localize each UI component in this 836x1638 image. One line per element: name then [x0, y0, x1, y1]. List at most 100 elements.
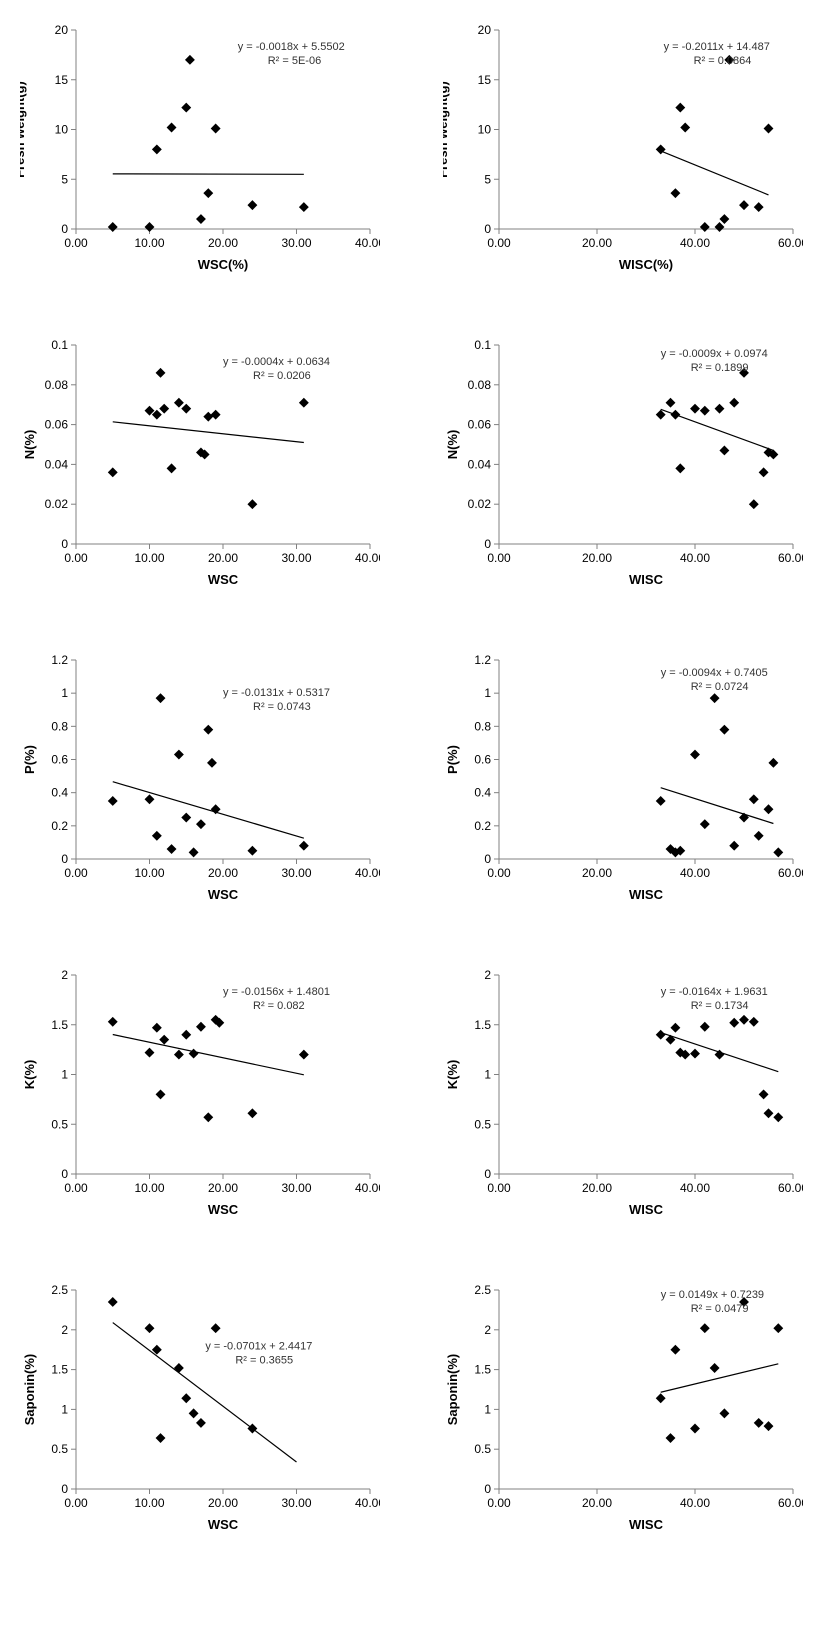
- y-tick-label: 0: [61, 537, 68, 551]
- data-marker: [764, 1109, 772, 1117]
- y-tick-label: 0.08: [468, 378, 492, 392]
- data-marker: [204, 1113, 212, 1121]
- scatter-chart: 0.0010.0020.0030.0040.0000.20.40.60.811.…: [20, 650, 380, 905]
- data-marker: [211, 805, 219, 813]
- x-tick-label: 10.00: [134, 1181, 164, 1195]
- y-tick-label: 2.5: [51, 1283, 68, 1297]
- data-marker: [676, 464, 684, 472]
- y-axis-label: P(%): [22, 745, 37, 774]
- y-axis-label: Saponin(%): [445, 1354, 460, 1426]
- scatter-chart: 0.0010.0020.0030.0040.0005101520WSC(%)Fr…: [20, 20, 380, 275]
- data-marker: [145, 223, 153, 231]
- data-marker: [656, 1394, 664, 1402]
- x-tick-label: 0.00: [64, 866, 88, 880]
- x-axis-label: WSC(%): [198, 257, 249, 272]
- data-marker: [715, 223, 723, 231]
- x-axis-label: WISC: [629, 1202, 664, 1217]
- x-tick-label: 0.00: [487, 236, 511, 250]
- x-tick-label: 40.00: [355, 551, 380, 565]
- y-tick-label: 1.5: [51, 1018, 68, 1032]
- y-tick-label: 0.6: [51, 753, 68, 767]
- x-tick-label: 30.00: [281, 1496, 311, 1510]
- data-marker: [182, 1394, 190, 1402]
- data-marker: [720, 725, 728, 733]
- y-tick-label: 1.5: [474, 1363, 491, 1377]
- x-tick-label: 40.00: [680, 866, 710, 880]
- y-tick-label: 0.02: [468, 497, 492, 511]
- chart-cell: 0.0010.0020.0030.0040.0000.20.40.60.811.…: [20, 650, 380, 905]
- data-marker: [759, 468, 767, 476]
- x-tick-label: 0.00: [64, 551, 88, 565]
- data-marker: [671, 189, 679, 197]
- y-axis-label: Fresh weight(g): [443, 81, 450, 178]
- data-marker: [300, 203, 308, 211]
- r2-text: R² = 0.1899: [691, 362, 749, 374]
- y-tick-label: 0.8: [474, 719, 491, 733]
- x-axis-label: WSC: [208, 572, 239, 587]
- r2-text: R² = 0.0206: [253, 370, 311, 382]
- x-axis-label: WSC: [208, 887, 239, 902]
- data-marker: [681, 123, 689, 131]
- y-tick-label: 1: [484, 1402, 491, 1416]
- scatter-chart: 0.0020.0040.0060.0000.511.52WISCK(%)y = …: [443, 965, 803, 1220]
- equation-text: y = -0.0004x + 0.0634: [223, 356, 330, 368]
- data-marker: [153, 1345, 161, 1353]
- data-marker: [153, 410, 161, 418]
- data-marker: [109, 223, 117, 231]
- x-tick-label: 30.00: [281, 236, 311, 250]
- data-marker: [774, 1113, 782, 1121]
- x-tick-label: 30.00: [281, 551, 311, 565]
- x-tick-label: 0.00: [487, 551, 511, 565]
- data-marker: [197, 215, 205, 223]
- r2-text: R² = 5E-06: [268, 55, 322, 67]
- data-marker: [189, 1409, 197, 1417]
- data-marker: [197, 1022, 205, 1030]
- data-marker: [701, 820, 709, 828]
- r2-text: R² = 0.3655: [235, 1355, 293, 1367]
- chart-cell: 0.0020.0040.0060.0000.020.040.060.080.1W…: [443, 335, 803, 590]
- chart-cell: 0.0020.0040.0060.0000.511.52WISCK(%)y = …: [443, 965, 803, 1220]
- y-tick-label: 10: [55, 123, 69, 137]
- y-tick-label: 2: [484, 968, 491, 982]
- data-marker: [750, 500, 758, 508]
- data-marker: [754, 832, 762, 840]
- data-marker: [300, 398, 308, 406]
- data-marker: [145, 406, 153, 414]
- data-marker: [769, 759, 777, 767]
- x-tick-label: 10.00: [134, 1496, 164, 1510]
- data-marker: [204, 189, 212, 197]
- chart-cell: 0.0010.0020.0030.0040.0005101520WSC(%)Fr…: [20, 20, 380, 275]
- data-marker: [666, 1434, 674, 1442]
- y-axis-label: Fresh weight(g): [20, 81, 27, 178]
- x-tick-label: 0.00: [487, 1496, 511, 1510]
- y-tick-label: 1.2: [51, 653, 68, 667]
- chart-cell: 0.0010.0020.0030.0040.0000.511.52WSCK(%)…: [20, 965, 380, 1220]
- data-marker: [750, 1018, 758, 1026]
- data-marker: [715, 404, 723, 412]
- equation-text: y = -0.0018x + 5.5502: [238, 41, 345, 53]
- y-tick-label: 5: [61, 172, 68, 186]
- chart-cell: 0.0010.0020.0030.0040.0000.020.040.060.0…: [20, 335, 380, 590]
- data-marker: [167, 464, 175, 472]
- y-tick-label: 0.4: [51, 786, 68, 800]
- data-marker: [248, 846, 256, 854]
- data-marker: [208, 759, 216, 767]
- x-tick-label: 60.00: [778, 1181, 803, 1195]
- data-marker: [182, 813, 190, 821]
- x-tick-label: 60.00: [778, 236, 803, 250]
- x-axis-label: WISC(%): [619, 257, 673, 272]
- data-marker: [730, 841, 738, 849]
- r2-text: R² = 0.0479: [691, 1303, 749, 1315]
- y-tick-label: 2: [61, 968, 68, 982]
- x-tick-label: 0.00: [64, 236, 88, 250]
- equation-text: y = -0.0701x + 2.4417: [205, 1341, 312, 1353]
- data-marker: [167, 123, 175, 131]
- data-marker: [167, 845, 175, 853]
- y-tick-label: 0.06: [468, 418, 492, 432]
- x-tick-label: 40.00: [680, 1496, 710, 1510]
- r2-text: R² = 0.1734: [691, 1000, 749, 1012]
- y-tick-label: 1: [484, 686, 491, 700]
- equation-text: y = -0.0009x + 0.0974: [661, 348, 768, 360]
- y-tick-label: 10: [478, 123, 492, 137]
- y-tick-label: 0.5: [51, 1117, 68, 1131]
